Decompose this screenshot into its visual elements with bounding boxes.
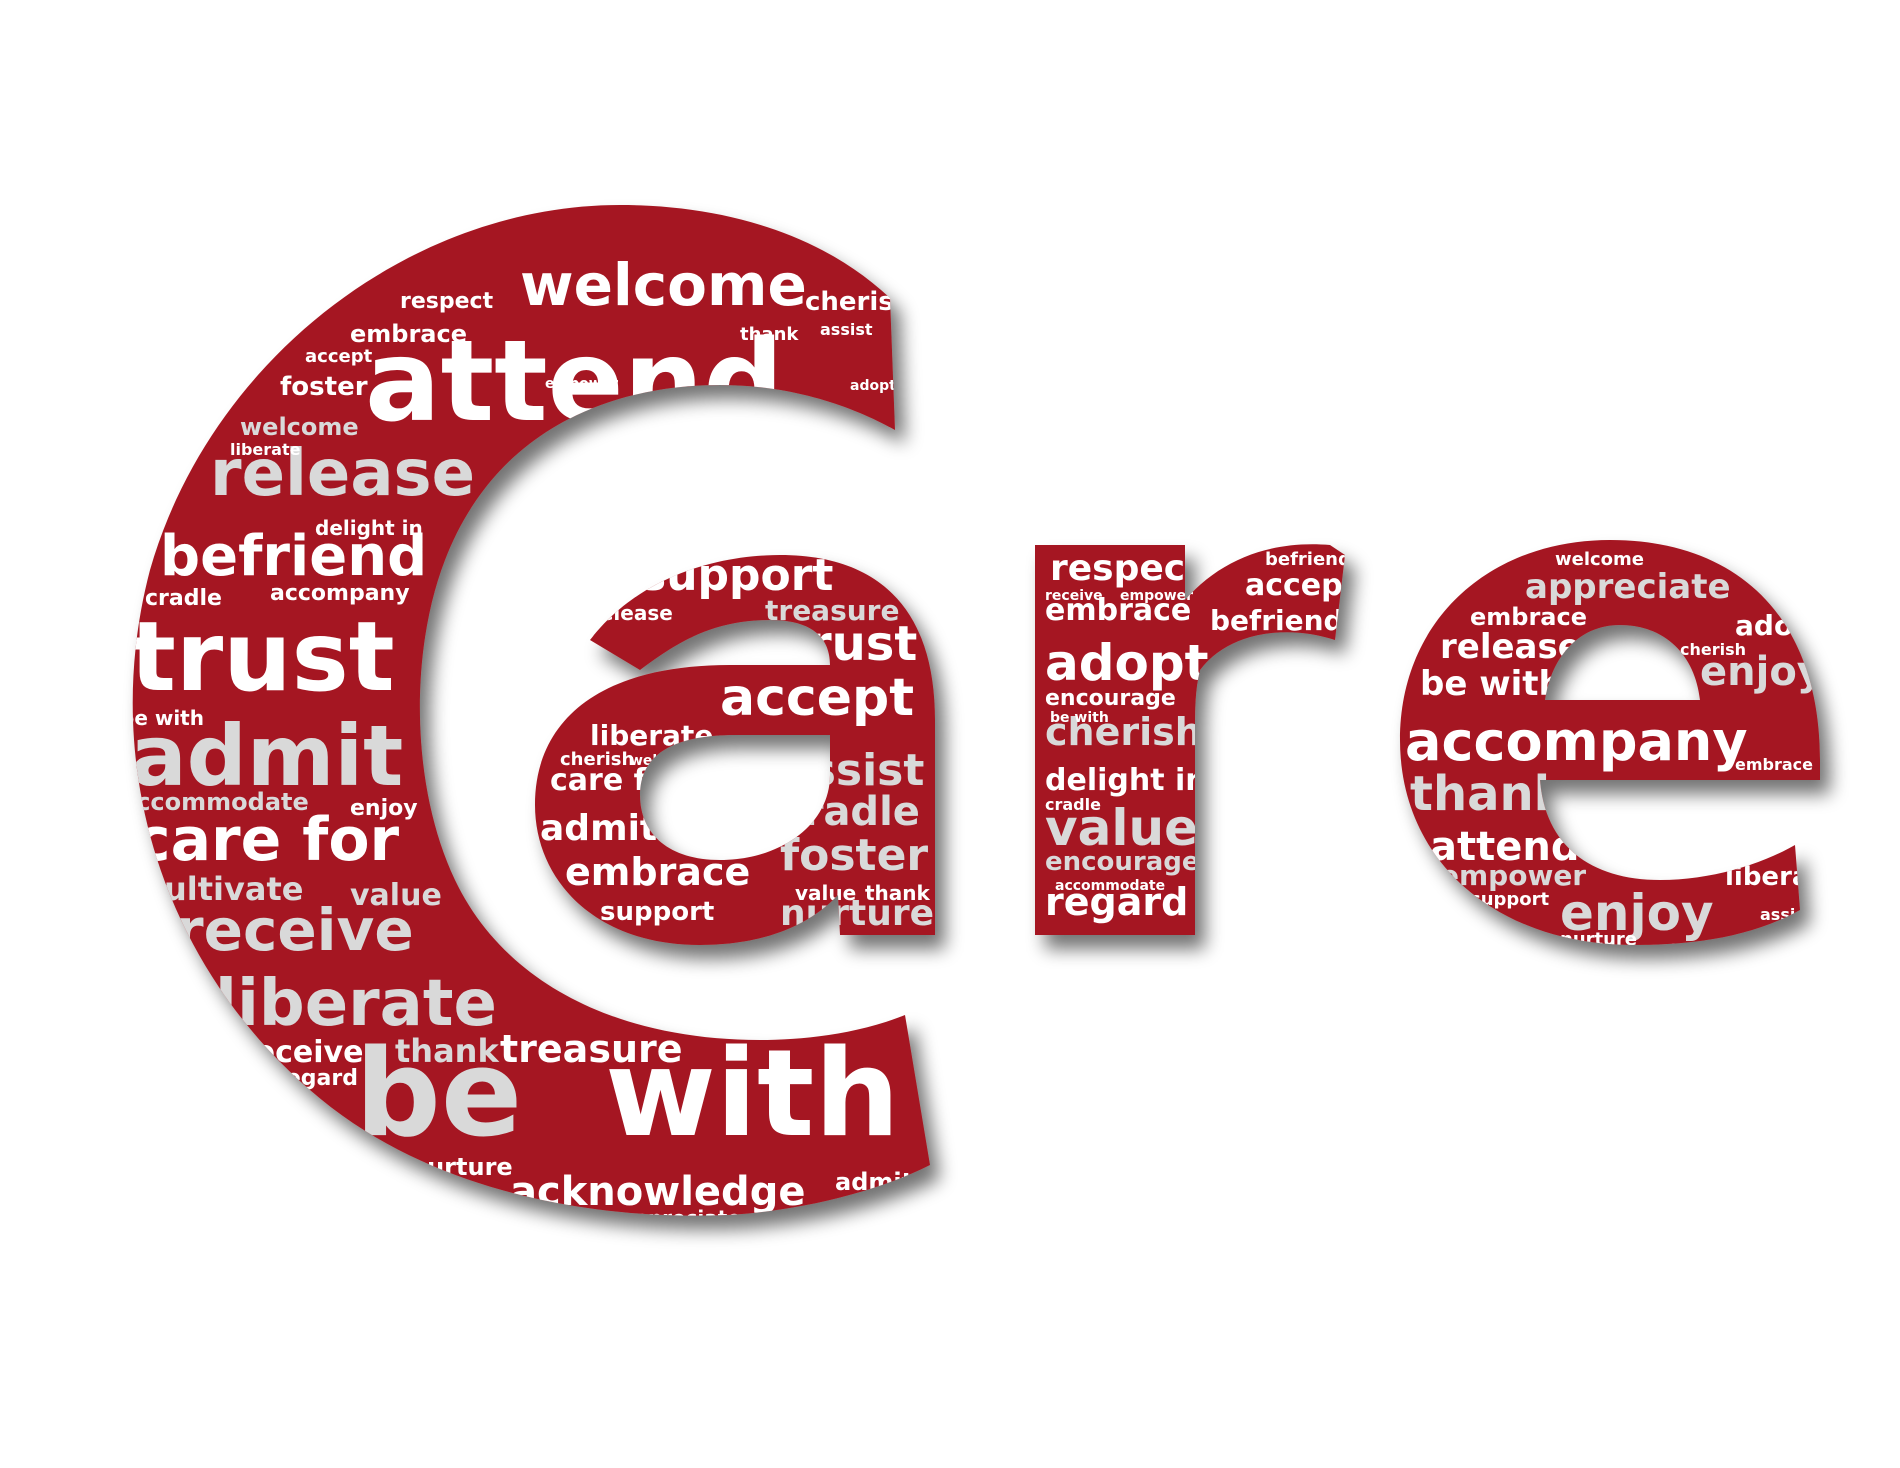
word: liberate — [1725, 862, 1840, 892]
word: trust — [130, 601, 395, 713]
word: befriend — [160, 524, 427, 589]
word: delight in — [1045, 763, 1207, 798]
word: release — [590, 601, 673, 625]
word: embrace — [565, 850, 750, 894]
word: cradle — [1045, 795, 1101, 814]
word: attend — [1430, 824, 1579, 870]
word: value — [1045, 799, 1198, 857]
word: appreciate — [1525, 567, 1731, 607]
word: attend — [1660, 940, 1720, 959]
word: admit — [130, 707, 403, 805]
word: value — [350, 878, 442, 913]
word: trust — [785, 616, 917, 672]
word: admit — [540, 808, 657, 849]
word: encourage — [1045, 847, 1200, 877]
word: welcome — [1555, 549, 1644, 570]
word: cherish — [805, 287, 912, 317]
word: accept — [1245, 568, 1357, 603]
word: foster — [780, 830, 928, 881]
word: accompany — [1405, 710, 1748, 773]
word: nurture — [410, 1153, 513, 1181]
word: befriend — [1265, 549, 1351, 570]
word: embrace — [350, 320, 467, 348]
word: thank — [1410, 766, 1567, 822]
word: respect — [400, 289, 494, 314]
word: foster — [280, 372, 368, 402]
word: enjoy — [1560, 884, 1714, 942]
word: thank — [395, 1032, 499, 1070]
word: appreciate — [620, 1206, 741, 1230]
word: value — [795, 881, 856, 905]
word: adopt — [1045, 634, 1209, 692]
word: adopt — [1735, 609, 1827, 642]
word: treasure — [500, 1027, 683, 1071]
word: attend — [580, 580, 640, 599]
word: cultivate — [1215, 643, 1334, 671]
letter-c-words: welcome attend release befriend trust ad… — [120, 251, 913, 1230]
word: empower — [1120, 588, 1193, 604]
word: assist — [1760, 905, 1813, 924]
word: release — [1440, 627, 1581, 667]
word: accompany — [270, 581, 410, 606]
word: welcome — [520, 251, 807, 319]
word: cherish — [1045, 710, 1202, 754]
word: enjoy — [350, 796, 418, 821]
word: empower — [1440, 859, 1586, 892]
word: be with — [120, 706, 204, 730]
word: delight in — [315, 516, 423, 540]
word: support — [600, 897, 714, 927]
word: adopt — [850, 378, 896, 394]
word: thank — [865, 881, 931, 905]
word: befriend — [1210, 604, 1344, 637]
word: embrace — [1045, 593, 1191, 628]
word: cradle — [780, 789, 920, 835]
word: cradle — [145, 586, 222, 611]
word: accept — [720, 668, 914, 728]
word: liberate — [215, 967, 497, 1041]
word: empower — [545, 376, 618, 392]
letter-a-words: support empower treasure trust release a… — [540, 532, 934, 934]
word: accommodate — [1055, 878, 1165, 894]
word: liberate — [230, 440, 301, 459]
word: receive — [240, 1035, 363, 1070]
word: cultivate — [145, 870, 303, 908]
word: embrace — [1735, 755, 1813, 774]
word: welcome — [240, 413, 359, 441]
word: be — [355, 1025, 522, 1164]
word: thank — [740, 324, 799, 345]
word: care for — [135, 805, 400, 875]
word: admit — [835, 1168, 913, 1196]
word: be with — [1050, 710, 1109, 726]
word: support — [530, 460, 592, 476]
word: respect — [1050, 548, 1202, 589]
letter-e-words: welcome appreciate embrace adopt release… — [1405, 549, 1840, 959]
word: welcome — [630, 753, 699, 769]
word: liberate — [590, 719, 713, 752]
word: with — [605, 1025, 900, 1164]
word: accept — [305, 346, 373, 367]
word: cherish — [1680, 640, 1746, 659]
word: receive — [175, 896, 414, 964]
word: enjoy — [1700, 649, 1823, 695]
word: embrace — [1470, 603, 1587, 631]
word: support — [1470, 889, 1550, 910]
word: nurture — [1560, 929, 1637, 950]
word: release — [210, 437, 475, 511]
word: receive — [1045, 588, 1103, 604]
word: empower — [690, 532, 784, 553]
word: regard — [1045, 880, 1188, 924]
word: cherish — [560, 749, 634, 770]
word: accommodate — [120, 788, 309, 816]
word: assist — [820, 320, 873, 339]
word: encourage — [1045, 686, 1176, 711]
word: be with — [1420, 664, 1563, 704]
